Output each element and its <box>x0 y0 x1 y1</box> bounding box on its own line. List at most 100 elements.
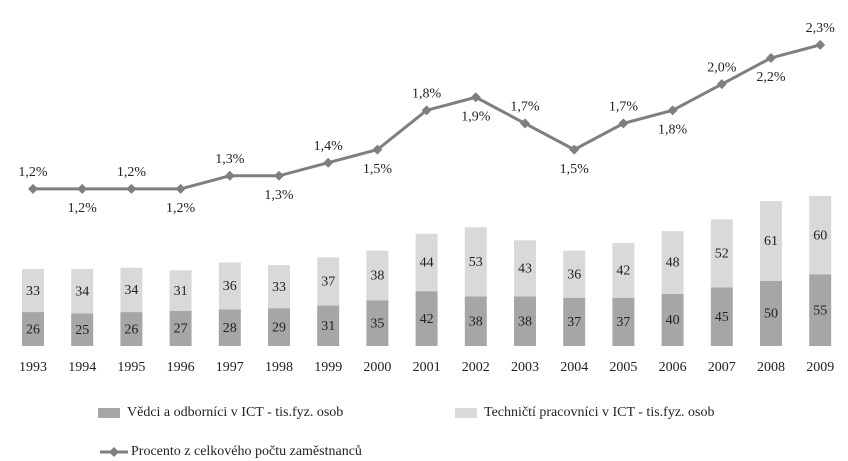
legend-swatch <box>455 408 477 418</box>
bar-segment <box>514 296 536 346</box>
line-value-label: 1,8% <box>658 123 688 138</box>
bar-segment <box>120 312 143 346</box>
line-marker <box>766 52 776 63</box>
bar-value-label: 27 <box>174 322 188 337</box>
x-tick-label: 1999 <box>314 360 342 375</box>
bar-value-label: 31 <box>321 319 335 334</box>
bar-value-label: 36 <box>223 279 237 294</box>
line-value-label: 2,3% <box>806 21 836 36</box>
legend-marker <box>109 447 119 457</box>
line-marker <box>274 170 284 181</box>
x-tick-label: 1996 <box>167 360 195 375</box>
bar-value-label: 52 <box>715 247 729 262</box>
x-tick-label: 1993 <box>19 360 47 375</box>
x-tick-label: 1997 <box>216 360 244 375</box>
line-marker <box>224 170 235 181</box>
x-tick-label: 2004 <box>560 360 588 375</box>
bar-segment <box>415 291 438 346</box>
line-value-label: 1,2% <box>18 165 48 180</box>
bar-value-label: 26 <box>26 322 40 337</box>
bar-segment <box>71 269 94 314</box>
bar-value-label: 61 <box>764 234 778 249</box>
bar-value-label: 60 <box>813 228 827 243</box>
line-series <box>33 43 821 191</box>
bar-segment <box>71 313 94 346</box>
line-marker <box>520 118 530 129</box>
line-marker <box>470 92 481 103</box>
line-marker <box>28 183 38 194</box>
line-value-label: 1,3% <box>215 152 245 167</box>
line-marker <box>77 183 88 194</box>
bar-segment <box>415 233 438 292</box>
legend-swatch <box>98 408 120 418</box>
line-value-label: 1,2% <box>166 201 196 216</box>
bar-value-label: 55 <box>813 303 827 318</box>
bar-value-label: 42 <box>616 264 630 279</box>
line-marker <box>618 118 629 129</box>
line-marker <box>372 144 383 155</box>
bar-segment <box>464 296 487 346</box>
bar-segment <box>760 201 782 281</box>
x-tick-label: 2006 <box>659 360 687 375</box>
bar-segment <box>809 274 832 346</box>
line-value-label: 1,2% <box>68 201 98 216</box>
bar-value-label: 31 <box>174 284 188 299</box>
bar-value-label: 35 <box>370 316 384 331</box>
line-marker <box>323 157 334 168</box>
bar-value-label: 50 <box>764 307 778 322</box>
line-marker <box>569 144 580 155</box>
bar-segment <box>710 287 733 346</box>
x-tick-label: 1994 <box>68 360 96 375</box>
bar-value-label: 45 <box>715 310 729 325</box>
line-marker <box>126 183 137 194</box>
bar-segment <box>218 309 241 346</box>
bar-segment <box>169 310 192 346</box>
x-tick-label: 2009 <box>806 360 834 375</box>
line-marker <box>667 105 678 116</box>
line-value-label: 2,0% <box>707 60 737 75</box>
bar-value-label: 37 <box>616 315 630 330</box>
bar-segment <box>366 300 389 346</box>
line-value-label: 1,2% <box>117 165 147 180</box>
bar-value-label: 34 <box>75 284 89 299</box>
bar-segment <box>514 240 536 297</box>
line-marker <box>421 105 432 116</box>
bar-value-label: 53 <box>469 255 483 270</box>
bar-value-label: 40 <box>666 313 680 328</box>
legend-label: Procento z celkového počtu zaměstnanců <box>131 444 362 459</box>
bar-value-label: 28 <box>223 321 237 336</box>
line-marker <box>815 39 826 50</box>
bar-value-label: 42 <box>420 312 434 327</box>
bar-segment <box>710 219 733 288</box>
x-tick-label: 2005 <box>609 360 637 375</box>
legend-label: Techničtí pracovníci v ICT - tis.fyz. os… <box>484 405 714 420</box>
line-value-label: 1,3% <box>264 188 294 203</box>
bar-value-label: 43 <box>518 262 532 277</box>
bar-segment <box>612 297 635 346</box>
bar-segment <box>317 305 340 346</box>
bar-value-label: 25 <box>75 323 89 338</box>
bar-value-label: 34 <box>124 283 138 298</box>
bar-value-label: 33 <box>272 280 286 295</box>
bar-segment <box>661 293 684 346</box>
bar-segment <box>563 250 586 298</box>
x-tick-label: 2008 <box>757 360 785 375</box>
bar-segment <box>661 231 684 294</box>
line-marker <box>716 79 727 90</box>
line-value-label: 1,4% <box>314 139 344 154</box>
line-value-label: 2,2% <box>756 70 786 85</box>
bar-value-label: 37 <box>321 275 335 290</box>
bar-value-label: 26 <box>124 322 138 337</box>
bar-value-label: 33 <box>26 284 40 299</box>
bar-segment <box>612 242 635 298</box>
bar-value-label: 48 <box>666 256 680 271</box>
bar-segment <box>268 265 290 309</box>
bar-segment <box>218 262 241 310</box>
bar-segment <box>563 297 586 346</box>
bar-value-label: 38 <box>518 314 532 329</box>
bar-segment <box>809 195 832 275</box>
bar-value-label: 38 <box>469 314 483 329</box>
bar-segment <box>268 308 290 346</box>
line-value-label: 1,9% <box>461 109 491 124</box>
